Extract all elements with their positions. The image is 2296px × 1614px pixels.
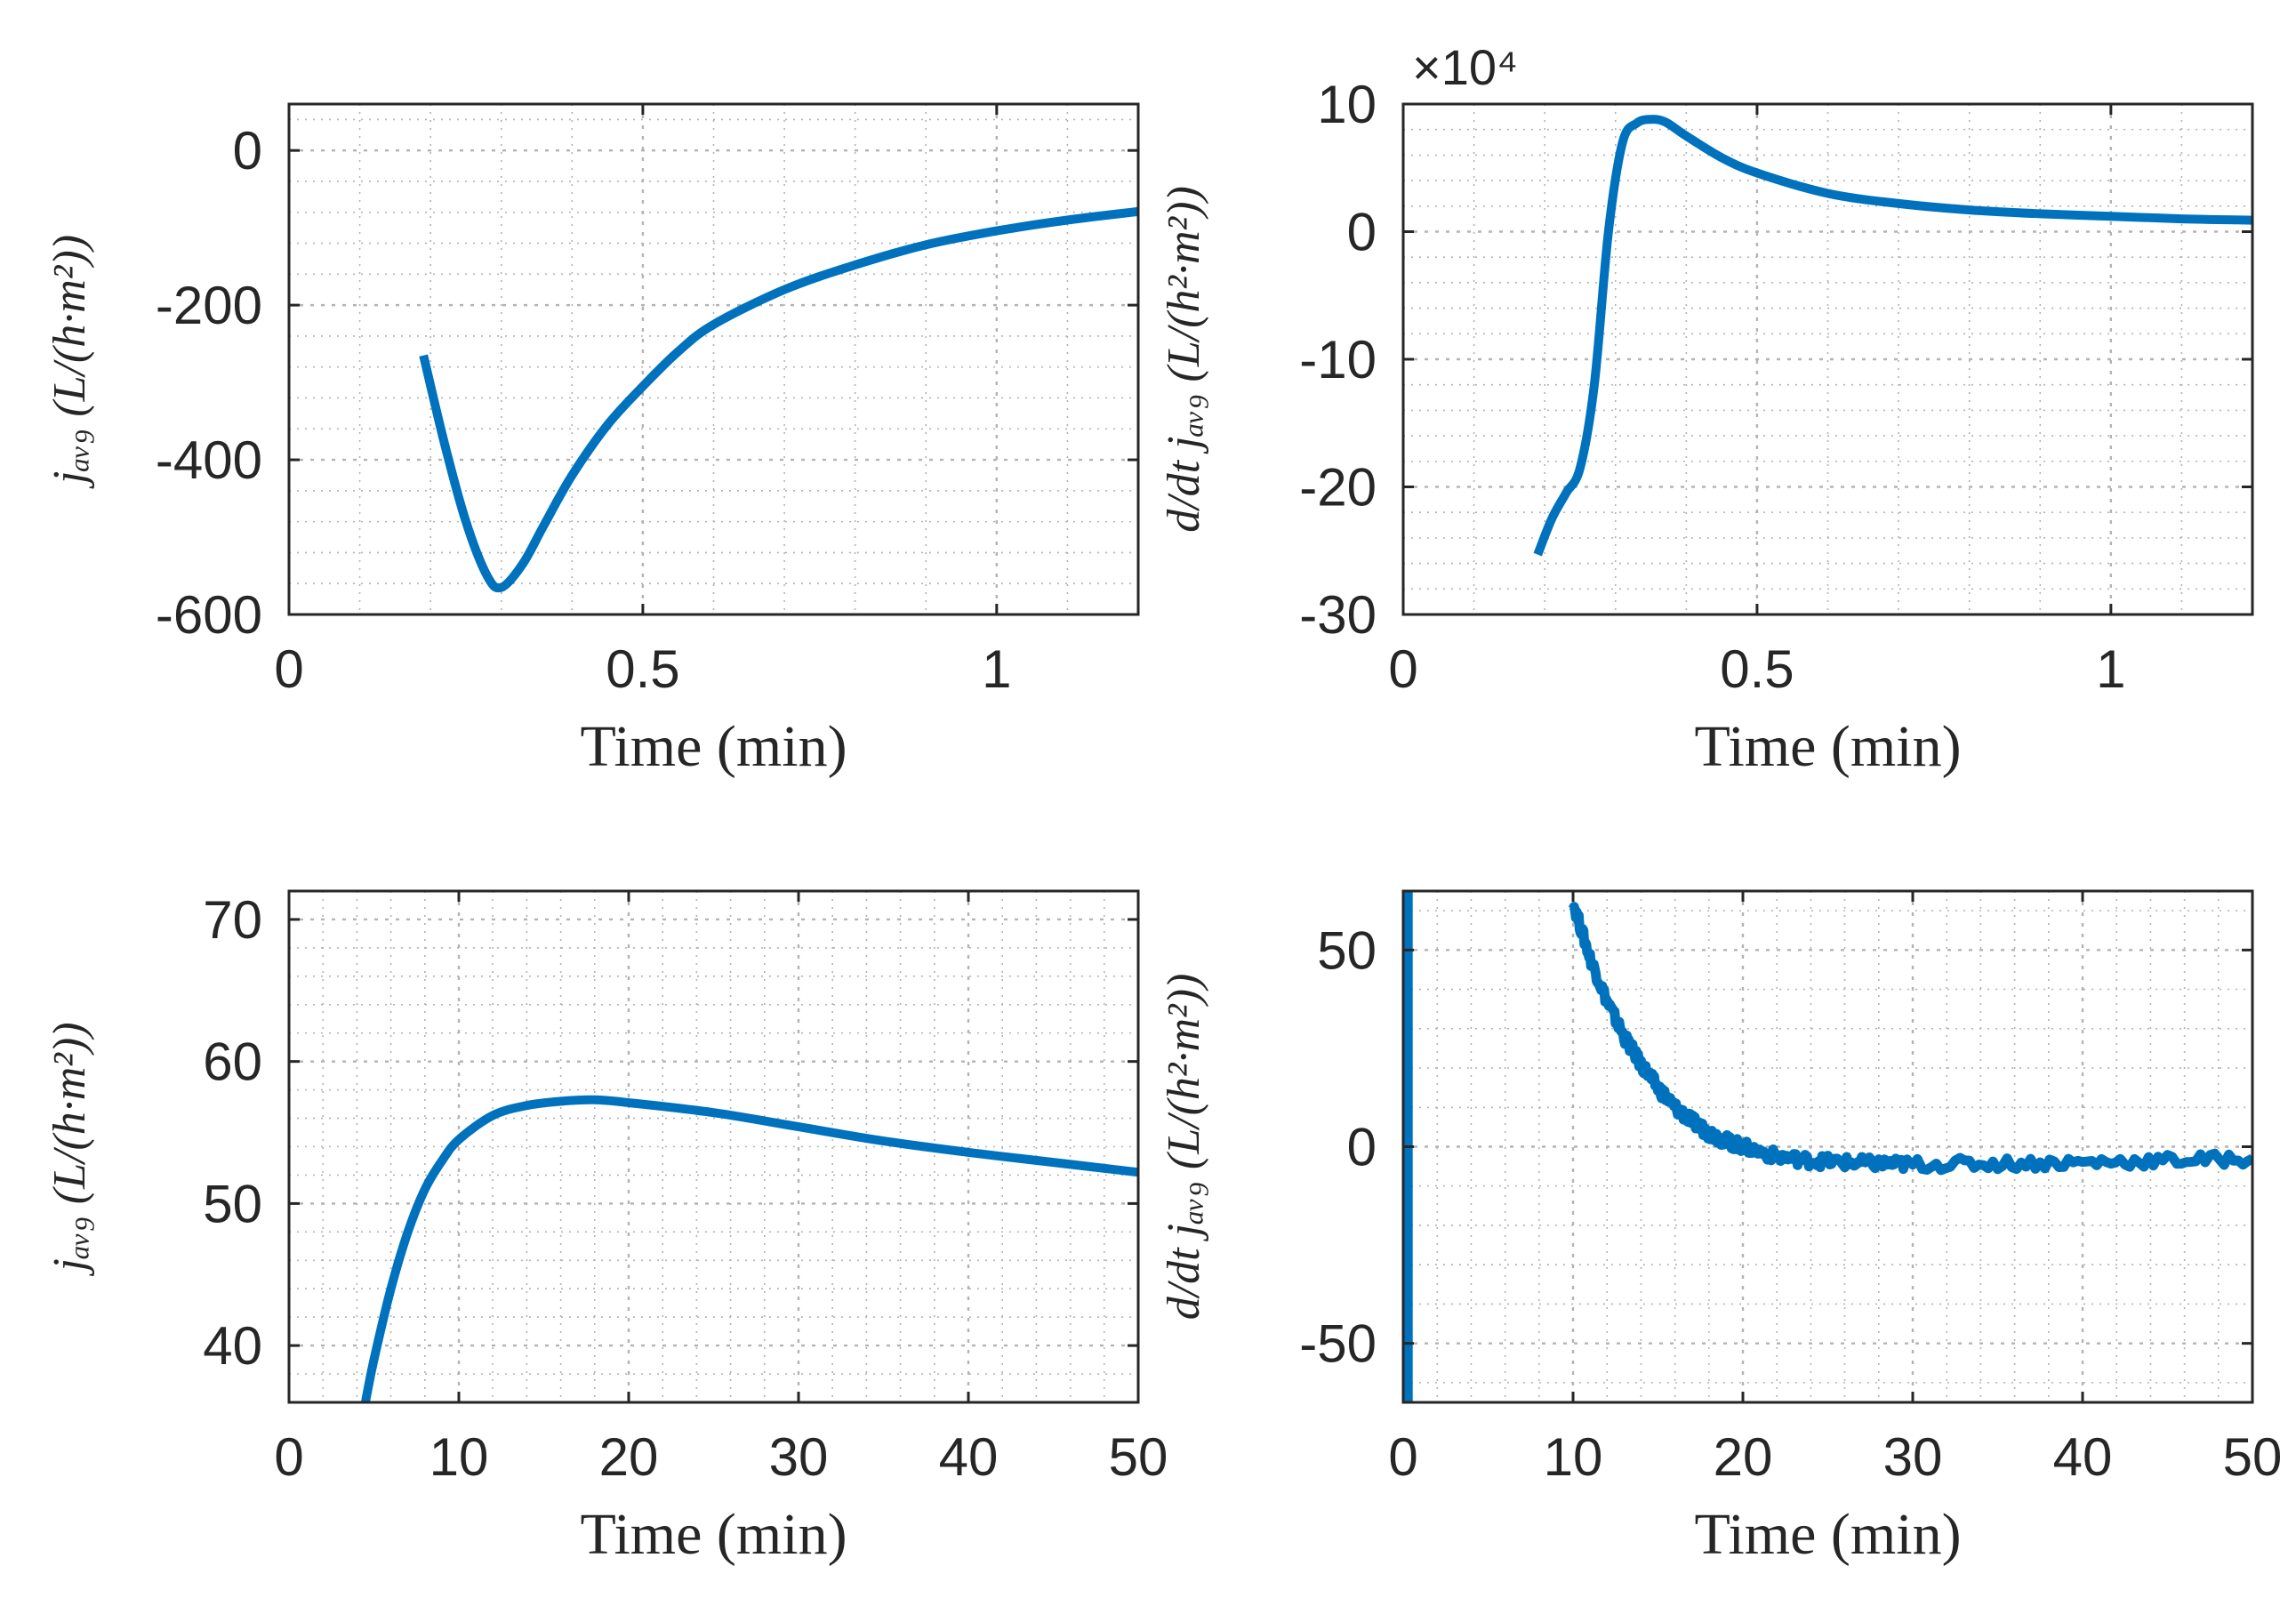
y-tick-label: 50	[203, 1174, 262, 1233]
x-axis-label: Time (min)	[1694, 1502, 1961, 1567]
chart-top-left: 0 0.5 1 -600 -400 -200 0 Time (min) jₐᵥ₉ (L/(h·m…	[44, 102, 1140, 779]
x-tick-label: 40	[2053, 1427, 2113, 1487]
grid	[287, 890, 1140, 1403]
chart-bottom-left: 0 10 20 30 40 50 40 50 60 70 Time (min) jₐᵥ₉ (L/(h·…	[44, 889, 1168, 1567]
x-tick-label: 50	[2223, 1427, 2283, 1487]
x-tick-label: 0.5	[1720, 639, 1794, 699]
y-tick-label: -10	[1299, 330, 1377, 389]
y-tick-label: 40	[203, 1316, 262, 1376]
series-line	[419, 206, 1138, 593]
x-tick-label: 1	[982, 639, 1011, 699]
x-tick-label: 0	[274, 1427, 303, 1487]
chart-top-right: 0 0.5 1 -30 -20 -10 0 10 Time (min) d/dt jₐᵥ₉ (L/…	[1159, 39, 2254, 779]
x-axis-label: Time (min)	[1694, 714, 1961, 779]
y-tick-label: 60	[203, 1032, 262, 1092]
axes-box	[1401, 889, 2254, 1404]
x-axis-label: Time (min)	[580, 1502, 847, 1567]
grid	[1401, 891, 2254, 1402]
x-tick-label: 1	[2096, 639, 2125, 699]
y-tick-label: 10	[1317, 75, 1377, 134]
y-tick-label: -50	[1299, 1314, 1377, 1374]
grid	[287, 104, 1139, 616]
series-line	[1568, 902, 2252, 1176]
x-tick-label: 0	[274, 639, 303, 699]
grid	[1401, 102, 2253, 616]
y-tick-label: 0	[233, 121, 262, 181]
x-tick-label: 10	[1544, 1427, 1603, 1487]
axes-box	[287, 889, 1140, 1404]
y-tick-label: 0	[1347, 203, 1377, 262]
y-tick-label: -20	[1299, 458, 1377, 518]
series-line	[360, 1095, 1138, 1402]
y-tick-label: -400	[156, 430, 262, 490]
x-tick-label: 30	[1883, 1427, 1943, 1487]
y-tick-label: -600	[156, 585, 262, 645]
y-tick-label: 70	[203, 890, 262, 950]
y-tick-label: -200	[156, 276, 262, 335]
x-tick-label: 0.5	[606, 639, 679, 699]
x-tick-label: 40	[939, 1427, 999, 1487]
y-axis-label: d/dt jₐᵥ₉ (L/(h²·m²))	[1159, 974, 1209, 1321]
x-tick-label: 20	[1714, 1427, 1773, 1487]
x-tick-label: 10	[429, 1427, 489, 1487]
y-tick-label: -30	[1299, 585, 1377, 645]
series-line	[1533, 115, 2252, 557]
x-tick-label: 20	[599, 1427, 659, 1487]
x-tick-label: 0	[1388, 639, 1417, 699]
x-tick-label: 50	[1109, 1427, 1168, 1487]
x-tick-label: 30	[769, 1427, 829, 1487]
axes-box	[287, 102, 1140, 616]
y-axis-label: jₐᵥ₉ (L/(h·m²))	[44, 1022, 95, 1276]
x-axis-label: Time (min)	[580, 714, 847, 779]
y-axis-label: d/dt jₐᵥ₉ (L/(h²·m²))	[1159, 186, 1209, 533]
x-tick-label: 0	[1388, 1427, 1417, 1487]
y-axis-label: jₐᵥ₉ (L/(h·m²))	[44, 235, 95, 489]
y-tick-label: 0	[1347, 1118, 1377, 1177]
exponent-label: ×10⁴	[1412, 39, 1518, 95]
y-tick-label: 50	[1317, 920, 1377, 980]
